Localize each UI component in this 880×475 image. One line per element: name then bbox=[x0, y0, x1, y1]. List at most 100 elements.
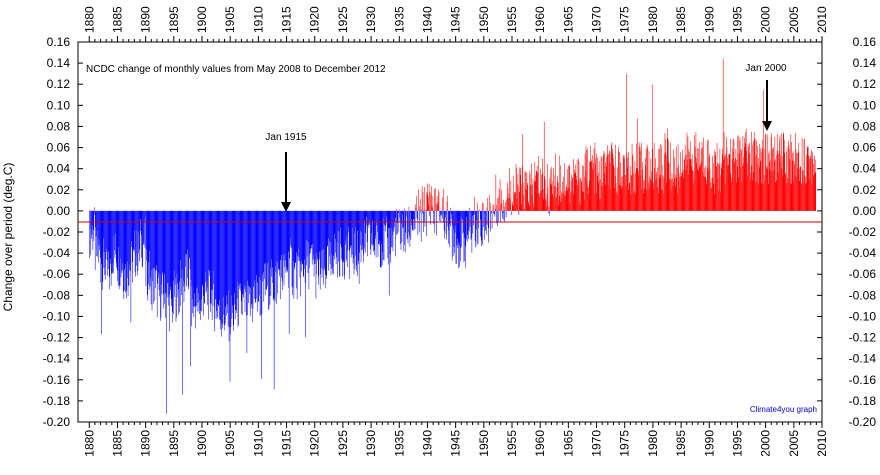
bar bbox=[106, 210, 107, 249]
x-tick-label-top: 1940 bbox=[420, 6, 434, 33]
bar bbox=[489, 202, 491, 211]
bar bbox=[221, 210, 223, 325]
bar bbox=[201, 210, 203, 312]
bar bbox=[559, 201, 561, 211]
bar bbox=[175, 210, 176, 279]
bar bbox=[753, 171, 754, 211]
bar bbox=[702, 171, 704, 211]
bar bbox=[637, 171, 639, 211]
bar bbox=[617, 193, 619, 211]
bar bbox=[725, 183, 726, 211]
bar bbox=[120, 210, 121, 259]
bar bbox=[729, 154, 730, 211]
bar bbox=[452, 210, 454, 257]
bar bbox=[165, 210, 167, 295]
bar bbox=[426, 210, 427, 237]
bar bbox=[550, 166, 552, 211]
bar bbox=[142, 210, 144, 243]
bar bbox=[741, 150, 742, 211]
bar bbox=[611, 142, 613, 211]
bar bbox=[457, 210, 459, 243]
bar bbox=[535, 175, 537, 211]
bar bbox=[248, 210, 250, 286]
bar bbox=[781, 133, 782, 211]
bar bbox=[606, 154, 608, 211]
bar bbox=[486, 210, 487, 235]
bar bbox=[233, 210, 234, 331]
bar bbox=[654, 167, 655, 211]
y-tick-label-right: -0.14 bbox=[849, 352, 877, 366]
bar bbox=[666, 182, 668, 211]
bar bbox=[338, 210, 340, 232]
bar bbox=[740, 149, 742, 211]
bar bbox=[643, 180, 644, 211]
bar bbox=[413, 210, 415, 220]
bar bbox=[127, 210, 129, 296]
bar bbox=[92, 210, 93, 226]
bar bbox=[690, 166, 692, 211]
x-tick-label-top: 2000 bbox=[759, 6, 773, 33]
bar bbox=[734, 161, 735, 211]
bar bbox=[638, 175, 639, 211]
bar bbox=[657, 167, 658, 211]
bar bbox=[513, 206, 514, 211]
bar bbox=[370, 210, 372, 255]
bar bbox=[242, 210, 244, 295]
bar bbox=[739, 140, 740, 211]
bar bbox=[230, 210, 231, 335]
bar bbox=[180, 210, 182, 279]
bar bbox=[362, 210, 364, 246]
bar bbox=[754, 138, 756, 211]
bar bbox=[517, 184, 518, 211]
bar bbox=[779, 139, 780, 211]
bar bbox=[267, 210, 268, 287]
bar bbox=[569, 164, 570, 211]
bar bbox=[93, 210, 95, 230]
y-tick-label-left: 0.00 bbox=[47, 204, 71, 218]
bar bbox=[258, 210, 260, 278]
bar bbox=[814, 174, 815, 211]
bar bbox=[429, 192, 431, 211]
bar bbox=[236, 210, 238, 299]
bar bbox=[752, 140, 754, 211]
bar bbox=[631, 175, 632, 211]
bar bbox=[728, 153, 730, 211]
bar bbox=[682, 150, 683, 211]
bar bbox=[646, 190, 647, 211]
bar bbox=[546, 193, 548, 211]
bar bbox=[609, 162, 611, 211]
bar bbox=[524, 209, 525, 211]
bar bbox=[439, 210, 440, 221]
bar bbox=[512, 204, 514, 211]
x-tick-label-bottom: 1915 bbox=[280, 430, 294, 457]
bar bbox=[705, 176, 706, 211]
bar bbox=[789, 159, 791, 211]
bar bbox=[155, 210, 156, 288]
bar bbox=[714, 194, 715, 211]
bar bbox=[146, 210, 147, 261]
bar bbox=[403, 210, 404, 228]
bar bbox=[95, 210, 97, 237]
bar bbox=[497, 210, 499, 223]
y-tick-label-right: 0.02 bbox=[853, 183, 877, 197]
bar bbox=[620, 185, 621, 211]
bar bbox=[558, 155, 560, 211]
bar bbox=[266, 210, 267, 290]
bar bbox=[176, 210, 177, 318]
bar bbox=[742, 135, 744, 211]
bar bbox=[632, 154, 633, 211]
bar bbox=[729, 153, 731, 211]
bar bbox=[519, 175, 521, 211]
bar bbox=[798, 142, 800, 211]
bar bbox=[578, 158, 579, 211]
bar bbox=[145, 210, 146, 217]
bar bbox=[692, 169, 693, 211]
bar bbox=[134, 210, 136, 272]
bar bbox=[327, 210, 329, 239]
bar bbox=[477, 210, 479, 244]
bar bbox=[625, 185, 627, 211]
bar bbox=[549, 210, 550, 216]
bar bbox=[419, 206, 420, 211]
bar bbox=[188, 210, 189, 290]
bar bbox=[701, 161, 702, 211]
